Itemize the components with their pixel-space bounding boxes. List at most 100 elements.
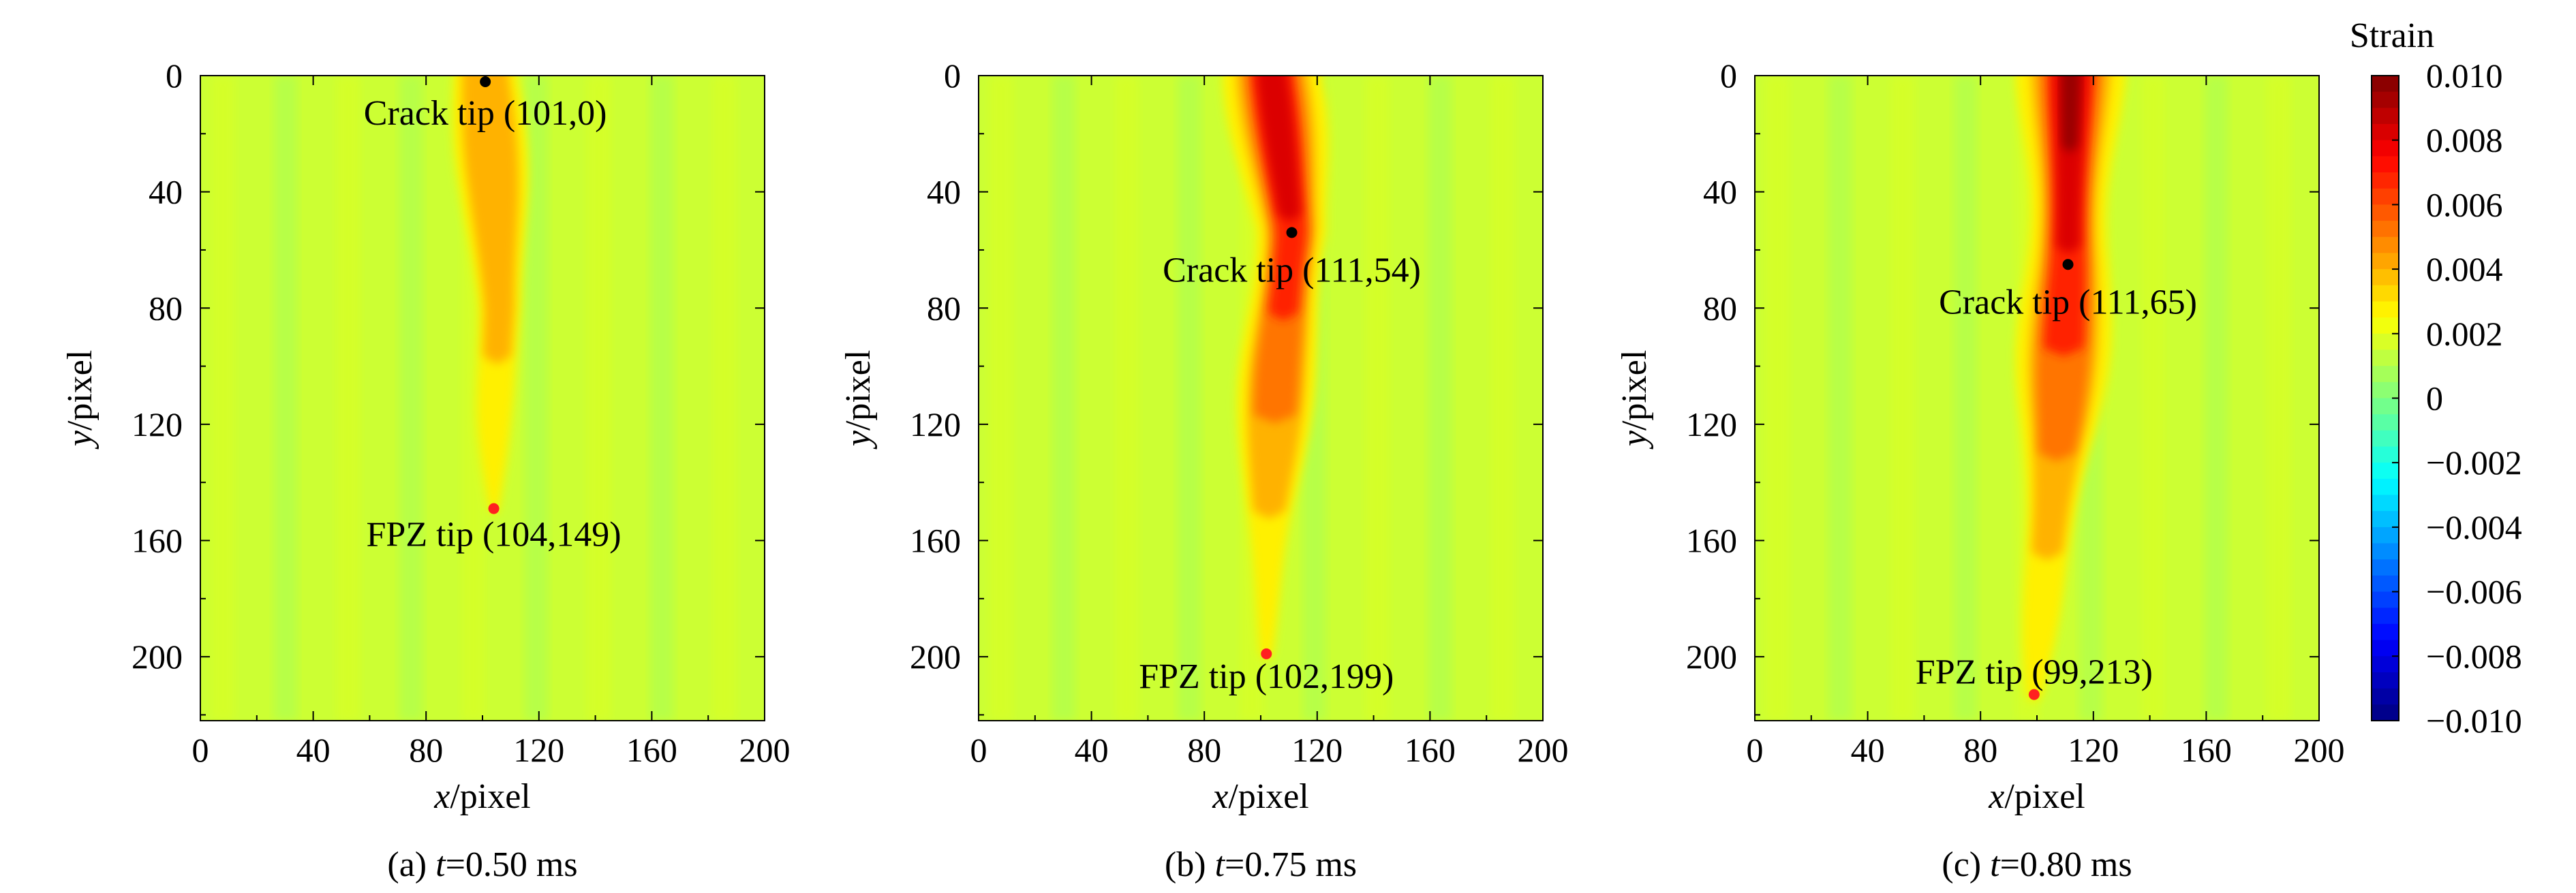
field-texture [399, 76, 423, 721]
colorbar-tick-label: 0.008 [2426, 121, 2503, 159]
colorbar-band [2372, 543, 2399, 560]
colorbar-band [2372, 381, 2399, 399]
y-axis-label: y/pixel [1615, 350, 1654, 450]
y-tick-label: 0 [166, 57, 183, 95]
y-tick-label: 0 [944, 57, 961, 95]
field-texture [274, 76, 297, 721]
field-texture [650, 76, 673, 721]
x-tick-label: 120 [2068, 731, 2119, 769]
x-tick-label: 120 [513, 731, 564, 769]
field-texture [2142, 76, 2165, 721]
x-tick-label: 200 [2294, 731, 2345, 769]
colorbar-tick-label: −0.006 [2426, 573, 2522, 611]
colorbar-band [2372, 285, 2399, 302]
colorbar-band [2372, 317, 2399, 334]
chart-panel-b: 0 40 80 120 160 200 0 40 80 120 160 200 x/pixel y/pix… [839, 57, 1569, 884]
colorbar-band [2372, 124, 2399, 141]
colorbar-tick-label: 0 [2426, 379, 2443, 418]
crack-tip-label: Crack tip (111,65) [1939, 283, 2197, 322]
fpz-tip-label: FPZ tip (104,149) [366, 516, 621, 554]
y-tick-label: 200 [132, 638, 183, 676]
colorbar-band [2372, 156, 2399, 173]
colorbar-band [2372, 236, 2399, 254]
crack-tip-label: Crack tip (101,0) [364, 94, 607, 133]
y-tick-label: 40 [927, 173, 961, 211]
colorbar-band [2372, 221, 2399, 238]
colorbar-band [2372, 301, 2399, 318]
colorbar-band [2372, 414, 2399, 431]
field-texture [1828, 76, 1852, 721]
x-tick-label: 160 [1405, 731, 1456, 769]
field-texture [2267, 76, 2290, 721]
crack-tip-marker [2062, 259, 2074, 270]
x-tick-label: 120 [1291, 731, 1343, 769]
colorbar-band [2372, 188, 2399, 205]
y-tick-label: 120 [910, 405, 961, 443]
panel-caption: (a) t=0.50 ms [387, 845, 577, 884]
y-tick-label: 120 [1686, 405, 1737, 443]
field-texture [587, 76, 611, 721]
crack-tip-label: Crack tip (111,54) [1163, 251, 1421, 289]
x-tick-label: 80 [409, 731, 443, 769]
field-texture [1115, 76, 1138, 721]
field-texture [1954, 76, 1977, 721]
field-texture [713, 76, 736, 721]
y-tick-label: 160 [132, 522, 183, 560]
colorbar-band [2372, 511, 2399, 528]
y-tick-label: 40 [1703, 173, 1737, 211]
colorbar-band [2372, 527, 2399, 544]
colorbar-band [2372, 463, 2399, 480]
x-tick-label: 0 [970, 731, 987, 769]
y-tick-label: 120 [132, 405, 183, 443]
panel-caption: (b) t=0.75 ms [1165, 845, 1357, 884]
colorbar-band [2372, 575, 2399, 593]
colorbar-band [2372, 91, 2399, 108]
x-tick-label: 160 [626, 731, 677, 769]
colorbar-band [2372, 478, 2399, 496]
colorbar-band [2372, 204, 2399, 221]
colorbar-band [2372, 76, 2399, 93]
colorbar-band [2372, 688, 2399, 705]
colorbar-title: Strain [2350, 16, 2434, 55]
colorbar-band [2372, 608, 2399, 625]
colorbar-band [2372, 349, 2399, 366]
strain-contour [1257, 76, 1301, 222]
colorbar-band [2372, 559, 2399, 576]
x-tick-label: 40 [296, 731, 331, 769]
x-axis-label: x/pixel [433, 777, 531, 816]
y-tick-label: 40 [149, 173, 183, 211]
fpz-tip-label: FPZ tip (102,199) [1139, 657, 1394, 696]
colorbar-band [2372, 253, 2399, 270]
chart-panel-a: 0 40 80 120 160 200 0 40 80 120 160 200 x/pixel y/pix… [61, 57, 791, 884]
x-tick-label: 0 [1747, 731, 1764, 769]
field-texture [211, 76, 234, 721]
fpz-tip-marker [2028, 689, 2040, 700]
chart-panel-c: 0 40 80 120 160 200 0 40 80 120 160 200 x/pixel y/pix… [1615, 57, 2345, 884]
colorbar-band [2372, 108, 2399, 125]
colorbar-band [2372, 591, 2399, 608]
field-texture [1891, 76, 1914, 721]
colorbar-tick-label: 0.006 [2426, 185, 2503, 223]
colorbar-band [2372, 269, 2399, 286]
colorbar-band [2372, 704, 2399, 721]
field-texture [1491, 76, 1514, 721]
crack-tip-marker [1286, 227, 1298, 238]
colorbar-band [2372, 366, 2399, 383]
colorbar-tick-label: −0.004 [2426, 508, 2522, 546]
x-tick-label: 40 [1075, 731, 1109, 769]
x-axis-label: x/pixel [1988, 777, 2085, 816]
x-tick-label: 200 [1518, 731, 1569, 769]
crack-tip-marker [480, 76, 491, 87]
colorbar-band [2372, 672, 2399, 689]
strain-contour [2061, 76, 2081, 154]
y-axis-label: y/pixel [61, 350, 99, 450]
field-texture [2205, 76, 2228, 721]
field-texture [1366, 76, 1389, 721]
y-tick-label: 200 [910, 638, 961, 676]
colorbar-tick-label: −0.002 [2426, 443, 2522, 482]
colorbar-band [2372, 656, 2399, 673]
y-axis-label: y/pixel [839, 350, 878, 450]
strain-field [979, 76, 1543, 721]
